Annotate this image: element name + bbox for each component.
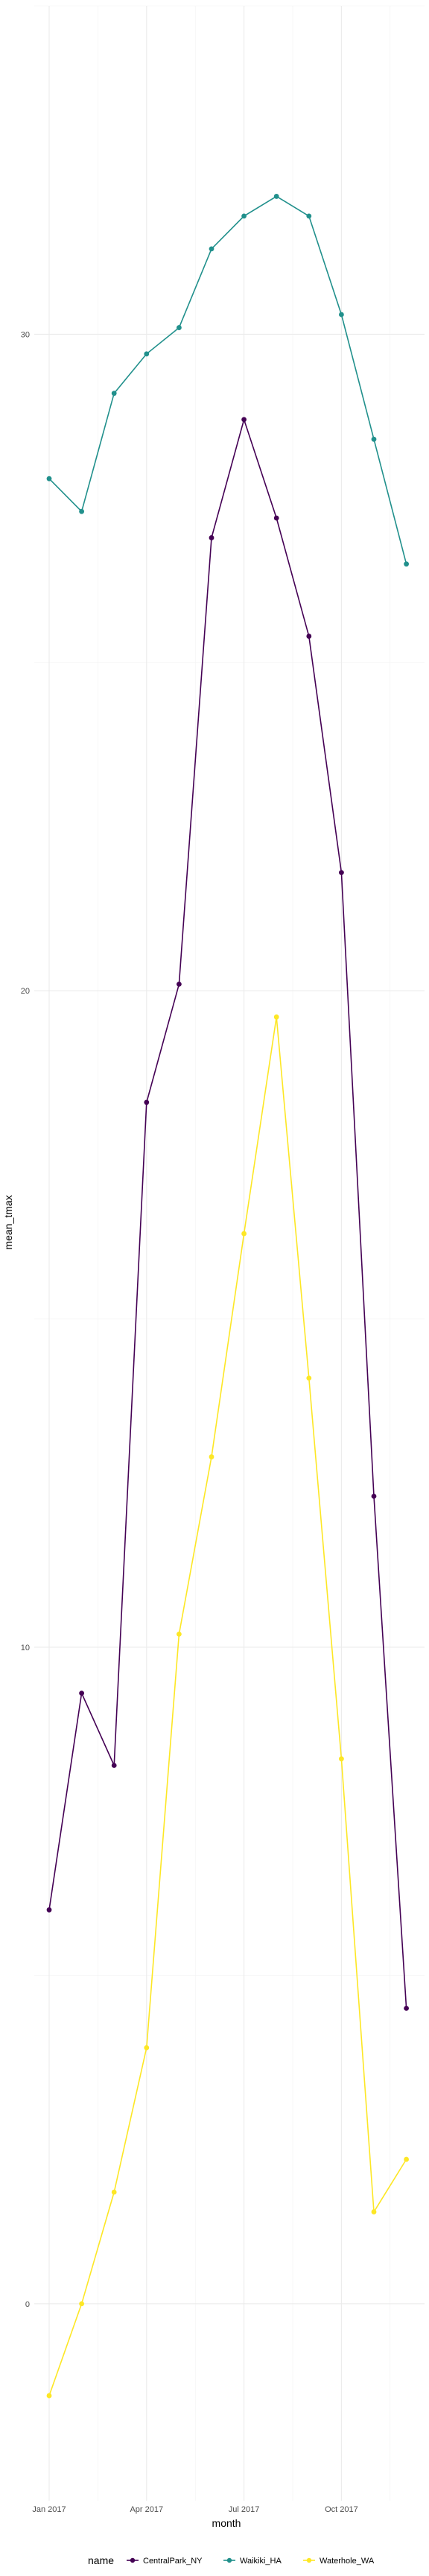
data-point-waikiki-ha: [144, 351, 150, 357]
legend-key-point: [306, 2557, 312, 2563]
legend-item-waterhole-wa: Waterhole_WA: [303, 2557, 375, 2566]
series-line-waikiki-ha: [48, 195, 407, 564]
data-point-waterhole-wa: [306, 1375, 312, 1381]
data-point-waikiki-ha: [177, 325, 182, 330]
data-point-waterhole-wa: [144, 2045, 150, 2051]
data-point-waterhole-wa: [404, 2156, 409, 2162]
y-axis-title: mean_tmax: [2, 1195, 14, 1249]
legend-item-waikiki-ha: Waikiki_HA: [223, 2557, 282, 2566]
x-tick-label: Oct 2017: [325, 2505, 358, 2514]
y-tick-label: 10: [21, 1644, 30, 1652]
data-point-centralpark-ny: [306, 634, 312, 639]
data-point-waterhole-wa: [339, 1756, 344, 1762]
x-axis-tick-labels: Jan 2017 Apr 2017 Jul 2017 Oct 2017: [32, 2505, 358, 2514]
data-point-centralpark-ny: [177, 981, 182, 987]
data-point-centralpark-ny: [111, 1763, 117, 1768]
series-layer: [46, 194, 409, 2399]
x-tick-label: Jul 2017: [229, 2505, 260, 2514]
data-point-waterhole-wa: [46, 2393, 52, 2399]
minor-gridlines: [34, 5, 425, 2501]
legend-item-centralpark-ny: CentralPark_NY: [127, 2557, 203, 2566]
data-point-waikiki-ha: [46, 476, 52, 482]
data-point-waikiki-ha: [111, 391, 117, 397]
series-centralpark-ny: [46, 417, 409, 2011]
data-point-centralpark-ny: [273, 515, 279, 521]
major-gridlines: [34, 6, 425, 2501]
data-point-centralpark-ny: [371, 1493, 377, 1499]
legend-label: Waikiki_HA: [240, 2557, 282, 2566]
data-point-centralpark-ny: [339, 870, 344, 876]
x-axis-title: month: [212, 2517, 241, 2529]
series-waikiki-ha: [46, 194, 409, 567]
x-tick-label: Apr 2017: [130, 2505, 163, 2514]
data-point-waterhole-wa: [111, 2189, 117, 2195]
legend: name CentralPark_NY Waikiki_HA Waterhole_W…: [88, 2554, 375, 2566]
legend-label: Waterhole_WA: [320, 2557, 375, 2566]
y-axis-tick-labels: 0 10 20 30: [21, 330, 30, 2308]
legend-title: name: [88, 2554, 114, 2566]
data-point-waterhole-wa: [79, 2301, 84, 2307]
legend-items: CentralPark_NY Waikiki_HA Waterhole_WA: [127, 2557, 375, 2566]
data-point-waikiki-ha: [404, 561, 409, 567]
legend-label: CentralPark_NY: [143, 2557, 203, 2566]
data-point-waterhole-wa: [177, 1631, 182, 1637]
data-point-centralpark-ny: [46, 1907, 52, 1913]
series-line-waterhole-wa: [48, 1017, 407, 2396]
legend-key-point: [130, 2557, 136, 2563]
data-point-waikiki-ha: [306, 213, 312, 219]
y-tick-label: 0: [25, 2300, 30, 2309]
data-point-waterhole-wa: [209, 1454, 214, 1459]
y-tick-label: 20: [21, 987, 30, 996]
data-point-waterhole-wa: [273, 1014, 279, 1020]
data-point-waikiki-ha: [371, 436, 377, 442]
data-point-waikiki-ha: [79, 508, 84, 514]
data-point-waikiki-ha: [241, 213, 247, 219]
data-point-centralpark-ny: [79, 1690, 84, 1696]
legend-key-point: [226, 2557, 232, 2563]
data-point-centralpark-ny: [241, 417, 247, 423]
data-point-waikiki-ha: [273, 194, 279, 199]
data-point-centralpark-ny: [209, 535, 214, 540]
x-tick-label: Jan 2017: [32, 2505, 66, 2514]
data-point-waikiki-ha: [339, 312, 344, 318]
series-waterhole-wa: [46, 1014, 409, 2399]
data-point-waikiki-ha: [209, 246, 214, 252]
data-point-waterhole-wa: [371, 2209, 377, 2214]
data-point-waterhole-wa: [241, 1231, 247, 1237]
y-tick-label: 30: [21, 330, 30, 339]
data-point-centralpark-ny: [144, 1099, 150, 1105]
series-line-centralpark-ny: [48, 417, 407, 2009]
data-point-centralpark-ny: [404, 2006, 409, 2011]
